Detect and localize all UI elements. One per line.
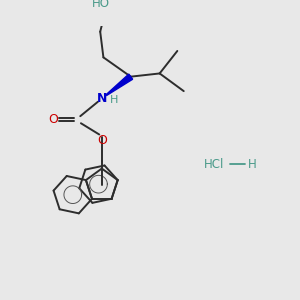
- Text: N: N: [97, 92, 107, 105]
- Text: HCl: HCl: [204, 158, 224, 171]
- Text: O: O: [49, 113, 58, 126]
- Text: HO: HO: [92, 0, 110, 10]
- Text: O: O: [97, 134, 107, 147]
- Text: H: H: [110, 95, 118, 105]
- Text: H: H: [248, 158, 256, 171]
- Polygon shape: [106, 74, 133, 95]
